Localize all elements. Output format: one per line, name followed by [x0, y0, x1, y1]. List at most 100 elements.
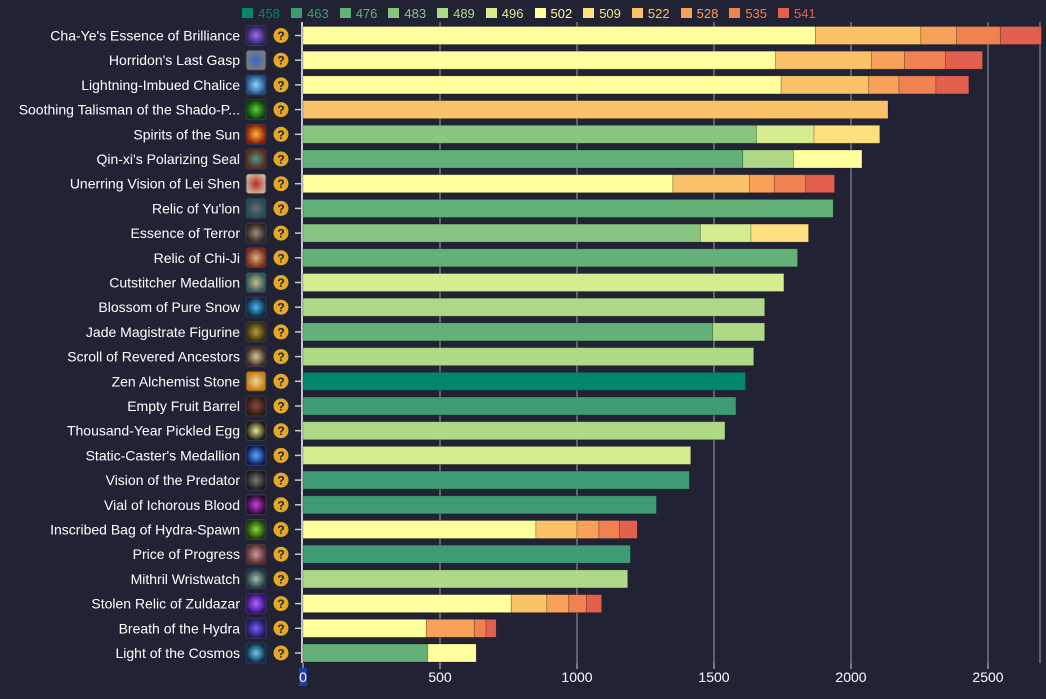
bar-segment-496[interactable] [302, 445, 692, 465]
bar-segment-476[interactable] [302, 198, 834, 218]
bar-segment-528[interactable] [576, 520, 600, 539]
thread-spool-medallion-icon[interactable] [245, 272, 267, 293]
bar-segment-496[interactable] [302, 273, 785, 292]
bar-segment-489[interactable] [302, 421, 726, 441]
bar-segment-535[interactable] [898, 75, 937, 95]
legend-item[interactable]: 522 [631, 6, 670, 21]
bar-segment-541[interactable] [805, 174, 835, 194]
bar-segment-502[interactable] [302, 174, 674, 194]
help-icon[interactable] [273, 225, 289, 241]
bar-segment-535[interactable] [473, 618, 487, 638]
pickled-egg-icon[interactable] [245, 420, 267, 442]
bar-segment-535[interactable] [773, 174, 807, 194]
bar-segment-535[interactable] [904, 50, 946, 70]
help-icon[interactable] [273, 571, 289, 587]
bar-segment-489[interactable] [302, 297, 766, 317]
bar-segment-541[interactable] [619, 520, 638, 539]
cosmos-light-icon[interactable] [245, 642, 267, 664]
bar-segment-463[interactable] [302, 495, 657, 515]
scroll-icon[interactable] [245, 346, 267, 368]
bar-segment-522[interactable] [302, 100, 889, 119]
bar-segment-502[interactable] [427, 643, 477, 663]
help-icon[interactable] [273, 349, 289, 365]
bar-segment-476[interactable] [302, 248, 798, 268]
legend-item[interactable]: 458 [242, 6, 280, 21]
teal-seal-icon[interactable] [245, 148, 267, 170]
red-dragon-eye-icon[interactable] [245, 173, 267, 195]
bar-segment-541[interactable] [586, 594, 603, 613]
bar-segment-489[interactable] [302, 347, 755, 367]
bar-segment-535[interactable] [598, 520, 620, 539]
legend-item[interactable]: 476 [339, 6, 377, 21]
bar-segment-476[interactable] [302, 322, 714, 342]
bar-segment-502[interactable] [302, 618, 427, 638]
help-icon[interactable] [273, 250, 289, 266]
legend-item[interactable]: 502 [534, 6, 572, 21]
bar-segment-476[interactable] [302, 643, 429, 663]
legend-item[interactable]: 535 [729, 6, 767, 21]
legend-item[interactable]: 509 [583, 6, 621, 21]
legend-item[interactable]: 463 [290, 6, 329, 21]
bar-segment-528[interactable] [871, 50, 905, 70]
dark-chest-icon[interactable] [245, 222, 267, 244]
help-icon[interactable] [273, 151, 289, 167]
help-icon[interactable] [273, 299, 289, 315]
bar-segment-502[interactable] [302, 520, 537, 539]
help-icon[interactable] [273, 200, 289, 216]
bar-segment-522[interactable] [814, 26, 922, 45]
bar-segment-528[interactable] [546, 594, 570, 613]
help-icon[interactable] [273, 620, 289, 636]
help-icon[interactable] [273, 546, 289, 562]
wristwatch-icon[interactable] [245, 568, 267, 590]
bar-segment-535[interactable] [568, 594, 587, 613]
bar-segment-476[interactable] [302, 149, 744, 169]
help-icon[interactable] [273, 28, 289, 43]
help-icon[interactable] [273, 522, 289, 537]
bar-segment-522[interactable] [510, 594, 548, 613]
bar-segment-528[interactable] [868, 75, 900, 95]
help-icon[interactable] [273, 497, 289, 513]
static-medallion-icon[interactable] [245, 444, 267, 466]
bar-segment-489[interactable] [742, 149, 794, 169]
bar-segment-458[interactable] [302, 371, 746, 391]
bar-segment-463[interactable] [302, 470, 690, 490]
bar-segment-528[interactable] [920, 26, 957, 45]
help-icon[interactable] [273, 398, 289, 414]
bar-segment-528[interactable] [749, 174, 775, 194]
blue-blossom-icon[interactable] [245, 296, 267, 318]
bar-segment-541[interactable] [999, 26, 1042, 45]
help-icon[interactable] [273, 77, 289, 93]
bar-segment-541[interactable] [945, 50, 983, 70]
price-of-progress-icon[interactable] [245, 543, 267, 565]
bar-segment-463[interactable] [302, 396, 737, 416]
help-icon[interactable] [273, 324, 289, 340]
zuldazar-relic-icon[interactable] [245, 593, 267, 615]
bar-segment-496[interactable] [699, 223, 752, 243]
serpent-relic-icon[interactable] [245, 197, 267, 219]
fruit-barrel-icon[interactable] [245, 395, 267, 417]
crane-relic-icon[interactable] [245, 247, 267, 269]
legend-item[interactable]: 496 [485, 6, 524, 21]
fiery-sun-icon[interactable] [245, 123, 267, 145]
bar-segment-502[interactable] [302, 594, 512, 613]
help-icon[interactable] [273, 126, 289, 142]
purple-eye-icon[interactable] [245, 25, 267, 46]
help-icon[interactable] [273, 596, 289, 612]
bar-segment-483[interactable] [302, 124, 757, 144]
hydra-breath-icon[interactable] [245, 617, 267, 639]
help-icon[interactable] [273, 645, 289, 661]
bar-segment-522[interactable] [780, 75, 870, 95]
jade-figurine-icon[interactable] [245, 321, 267, 343]
bar-segment-522[interactable] [775, 50, 872, 70]
help-icon[interactable] [273, 176, 289, 192]
bar-segment-502[interactable] [793, 149, 863, 169]
predator-vision-icon[interactable] [245, 469, 267, 491]
bar-segment-509[interactable] [750, 223, 809, 243]
help-icon[interactable] [273, 52, 289, 68]
bar-segment-463[interactable] [302, 544, 631, 564]
bar-segment-509[interactable] [813, 124, 881, 144]
bar-segment-489[interactable] [712, 322, 766, 342]
bar-segment-522[interactable] [535, 520, 578, 539]
bar-segment-528[interactable] [425, 618, 475, 638]
help-icon[interactable] [273, 447, 289, 463]
